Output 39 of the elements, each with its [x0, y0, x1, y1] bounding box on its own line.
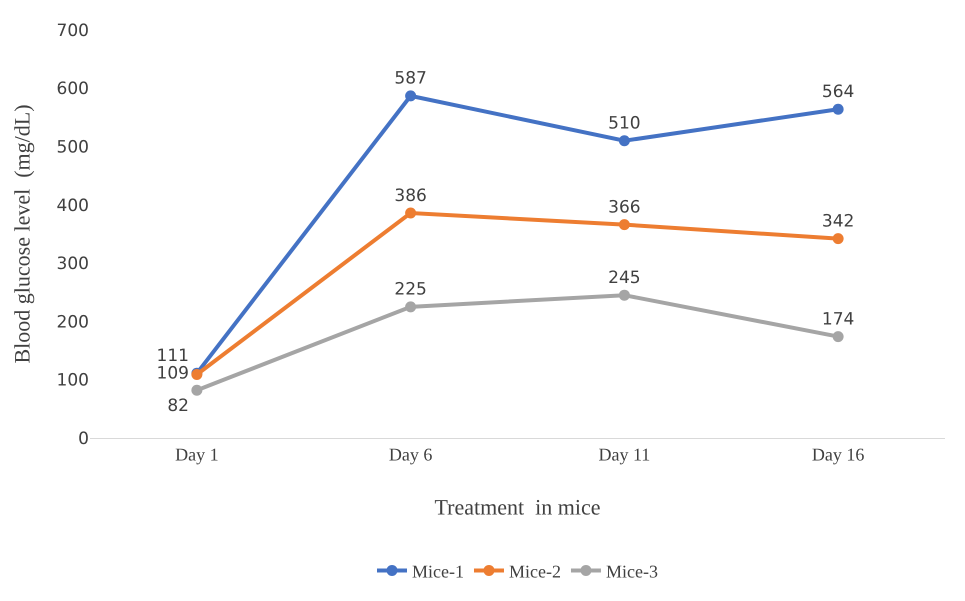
point: [405, 208, 416, 219]
data-label: 564: [822, 82, 854, 102]
point: [405, 301, 416, 312]
y-tick-label: 100: [56, 370, 89, 391]
point: [832, 104, 844, 115]
point: [405, 90, 416, 102]
data-label: 386: [394, 186, 427, 206]
point: [618, 219, 630, 230]
data-label: 366: [608, 198, 641, 218]
x-tick-label: Day 6: [388, 444, 432, 465]
data-label: 109: [156, 364, 190, 384]
y-tick-label: 300: [56, 254, 89, 274]
data-label: 245: [608, 268, 641, 288]
y-tick-label: 600: [56, 79, 89, 100]
legend-label: Mice-1: [412, 561, 464, 582]
legend-label: Mice-3: [606, 561, 658, 582]
point: [618, 135, 630, 146]
data-label: 174: [822, 309, 854, 330]
x-axis-title: Treatment in mice: [434, 494, 600, 520]
y-tick-label: 500: [56, 138, 89, 158]
point: [191, 384, 202, 396]
y-axis-title: Blood glucose level (mg/dL): [9, 104, 34, 364]
data-label: 111: [156, 346, 190, 366]
y-tick-label: 700: [56, 20, 89, 41]
point: [618, 290, 630, 301]
data-label: 82: [167, 396, 190, 416]
x-tick-label: Day 11: [598, 444, 650, 465]
y-tick-label: 200: [56, 312, 89, 332]
y-tick-label: 400: [56, 196, 89, 216]
legend-label: Mice-2: [508, 561, 561, 582]
data-label: 510: [608, 114, 641, 134]
x-tick-label: Day 1: [175, 444, 219, 465]
point: [832, 233, 844, 244]
data-label: 342: [822, 212, 854, 232]
data-label: 587: [394, 68, 427, 89]
x-tick-label: Day 16: [812, 444, 864, 465]
data-label: 225: [394, 280, 427, 300]
y-tick-label: 0: [78, 428, 89, 449]
point: [832, 331, 844, 342]
